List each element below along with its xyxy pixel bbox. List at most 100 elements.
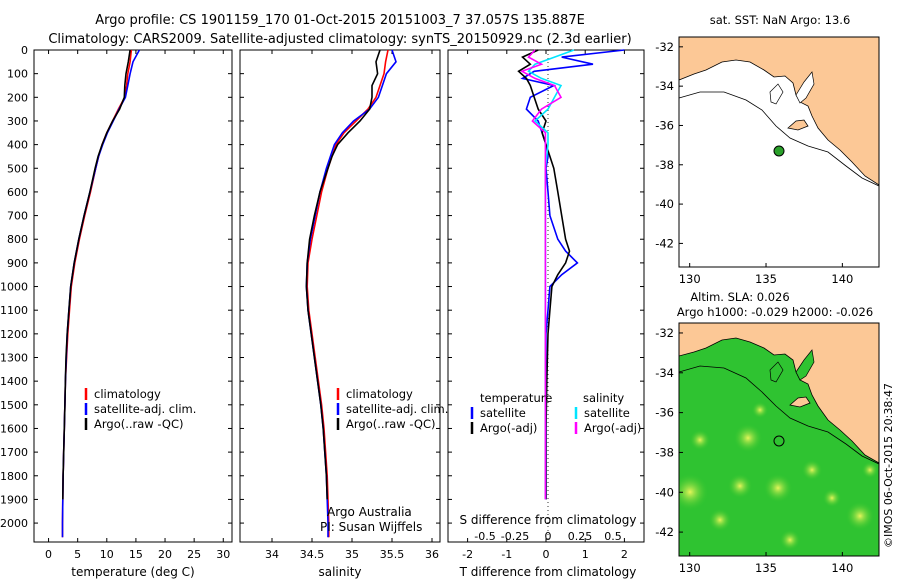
sst-map — [678, 36, 880, 268]
sst-map-lon-label: 130 — [679, 272, 701, 286]
temperature-series-line — [62, 49, 131, 500]
sla-map-axes: 130 135 140 -32 -34 -36 -38 -40 -42 — [655, 326, 853, 575]
sla-map-lon-label: 135 — [755, 561, 777, 575]
legend-label: Argo(..raw -QC) — [346, 417, 436, 431]
argo-australia-label: Argo Australia — [327, 505, 412, 519]
legend-label: satellite-adj. clim. — [94, 402, 196, 416]
sla-anomaly — [802, 460, 822, 480]
sst-map-title: sat. SST: NaN Argo: 13.6 — [710, 13, 851, 27]
sla-map-lat-label: -40 — [655, 485, 674, 499]
sla-map-lon-label: 130 — [679, 561, 701, 575]
sla-map-island — [789, 396, 811, 408]
sla-map-lat-label: -42 — [655, 525, 674, 539]
sla-anomaly — [690, 430, 710, 450]
sla-map-lat-label: -36 — [655, 406, 674, 420]
depth-tick-label: 1900 — [0, 493, 28, 506]
salinity-x-axis: 34 34.5 35 35.5 36 — [265, 50, 439, 561]
sla-map-isobath — [679, 365, 879, 465]
temperature-series-line — [61, 49, 141, 538]
temperature-x-tick-label: 20 — [158, 548, 172, 561]
depth-tick-label: 300 — [7, 115, 28, 128]
depth-tick-label: 1500 — [0, 399, 28, 412]
sla-anomaly — [823, 489, 841, 507]
depth-tick-label: 1100 — [0, 304, 28, 317]
depth-tick-label: 1600 — [0, 422, 28, 435]
salinity-series-line — [305, 49, 381, 500]
legend-title: temperature — [480, 391, 552, 405]
imos-side-label: ©IMOS 06-Oct-2015 20:38:47 — [882, 383, 895, 548]
sla-map-title: Altim. SLA: 0.026 — [690, 290, 789, 304]
depth-tick-label: 100 — [7, 68, 28, 81]
depth-tick-label: 1200 — [0, 328, 28, 341]
sla-map-argo-marker — [773, 435, 785, 447]
sla-anomaly — [780, 530, 800, 550]
difference-top-xlabel: S difference from climatology — [460, 513, 637, 527]
salinity-x-tick-label: 34.5 — [300, 548, 325, 561]
depth-tick-label: 1000 — [0, 281, 28, 294]
salinity-x-tick-label: 35.5 — [380, 548, 405, 561]
depth-tick-label: 1300 — [0, 352, 28, 365]
sla-anomaly — [734, 424, 762, 452]
salinity-x-tick-label: 36 — [425, 548, 439, 561]
sla-anomaly — [752, 402, 768, 418]
sla-anomaly — [709, 509, 731, 531]
temperature-series — [61, 49, 141, 538]
sla-map — [679, 323, 879, 556]
sla-anomaly — [846, 502, 874, 530]
depth-tick-label: 200 — [7, 91, 28, 104]
sst-map-lon-label: 140 — [831, 272, 853, 286]
temperature-x-tick-label: 15 — [129, 548, 143, 561]
salinity-xlabel: salinity — [318, 565, 361, 579]
difference-top-tick-label: 0.5 — [604, 530, 622, 543]
depth-tick-label: 600 — [7, 186, 28, 199]
difference-x-tick-label: 2 — [621, 548, 628, 561]
depth-tick-label: 0 — [21, 44, 28, 57]
sla-map-frame — [678, 322, 880, 557]
sla-map-lat-label: -32 — [655, 326, 674, 340]
difference-top-tick-label: 0.25 — [568, 530, 593, 543]
temperature-x-tick-label: 5 — [74, 548, 81, 561]
depth-tick-label: 1700 — [0, 446, 28, 459]
sla-map-subtitle: Argo h1000: -0.029 h2000: -0.026 — [677, 305, 873, 319]
sla-anomaly — [862, 462, 878, 478]
difference-xlabel: T difference from climatology — [459, 565, 637, 579]
sla-map-lat-label: -38 — [655, 445, 674, 459]
sst-map-lat-label: -38 — [655, 158, 674, 172]
sst-map-lon-label: 135 — [755, 272, 777, 286]
sla-map-anomalies — [679, 402, 878, 550]
temperature-x-tick-label: 0 — [45, 548, 52, 561]
salinity-x-tick-label: 34 — [265, 548, 279, 561]
legend-title: salinity — [583, 391, 624, 405]
salinity-series-line — [306, 49, 389, 538]
difference-legend: temperature salinitysatelliteArgo(-adj)sa… — [470, 391, 641, 435]
depth-tick-label: 2000 — [0, 517, 28, 530]
legend-label: climatology — [94, 387, 161, 401]
sst-map-axes: 130 135 140 -32 -34 -36 -38 -40 -42 — [655, 40, 853, 286]
sst-map-argo-marker — [773, 145, 785, 157]
difference-top-tick-label: -0.25 — [501, 530, 529, 543]
legend-label: climatology — [346, 387, 413, 401]
legend-label: Argo(-adj) — [480, 421, 537, 435]
sla-map-lat-label: -34 — [655, 366, 674, 380]
temperature-x-axis: 0 5 10 15 20 25 30 — [45, 50, 230, 561]
difference-series — [517, 49, 625, 500]
pi-label: PI: Susan Wijffels — [320, 520, 422, 534]
sla-map-lon-label: 140 — [831, 561, 853, 575]
salinity-x-tick-label: 35 — [345, 548, 359, 561]
sst-map-lat-label: -42 — [655, 236, 674, 250]
temperature-series-line — [61, 49, 133, 538]
salinity-series-line — [305, 49, 397, 538]
difference-x-tick-label: 1 — [582, 548, 589, 561]
temperature-xlabel: temperature (deg C) — [71, 565, 194, 579]
difference-x-tick-label: 0 — [543, 548, 550, 561]
sst-map-lat-label: -36 — [655, 118, 674, 132]
difference-top-tick-labels: -0.5 -0.25 0 0.25 0.5 — [474, 530, 621, 543]
legend-label: satellite-adj. clim. — [346, 402, 448, 416]
sla-map-gulf — [769, 349, 815, 383]
depth-tick-label: 400 — [7, 139, 28, 152]
sst-map-lat-label: -40 — [655, 197, 674, 211]
legend-label: satellite — [584, 406, 630, 420]
sla-anomaly — [728, 474, 752, 498]
